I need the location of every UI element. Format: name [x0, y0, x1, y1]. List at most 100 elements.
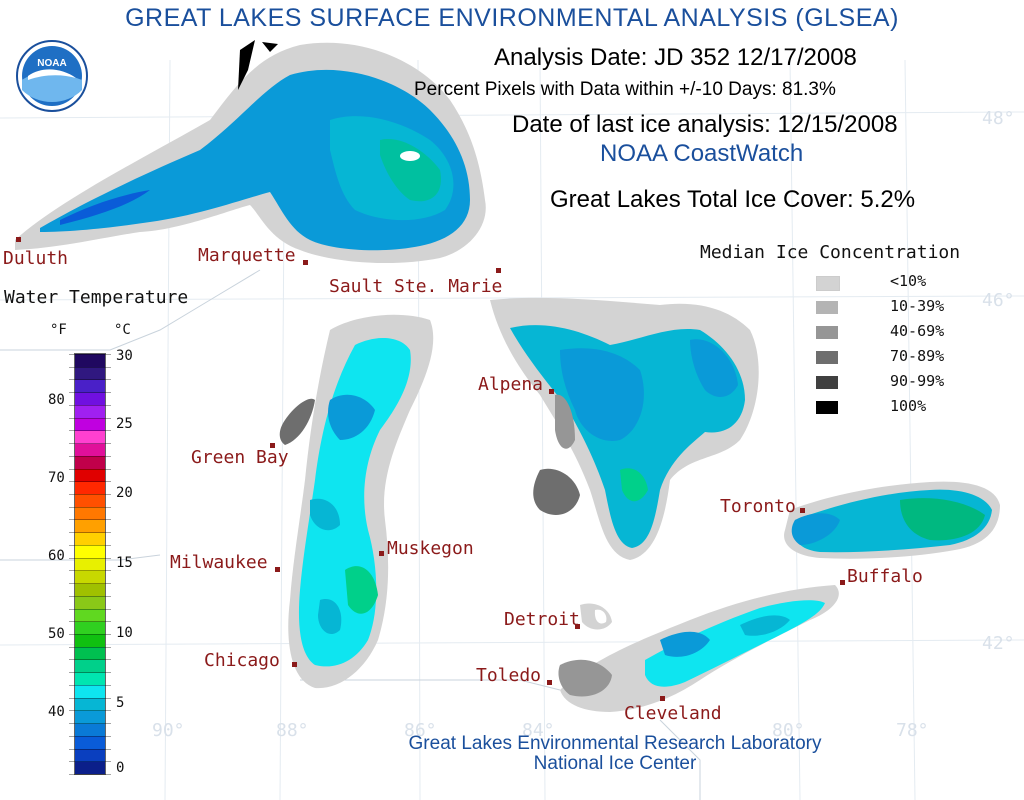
temp-tick [69, 723, 111, 725]
page-title: GREAT LAKES SURFACE ENVIRONMENTAL ANALYS… [125, 4, 899, 32]
ice-label: <10% [890, 272, 927, 290]
temp-color-segment [75, 443, 105, 457]
lat-label: 46° [982, 290, 1015, 311]
temp-color-segment [75, 570, 105, 584]
temp-tick [69, 404, 111, 406]
f-tick-label: 70 [48, 470, 65, 486]
temp-tick [69, 481, 111, 483]
noaa-logo-icon: NOAA [16, 40, 88, 112]
temp-color-segment [75, 595, 105, 610]
temp-color-segment [75, 761, 105, 775]
city-label-sault-ste-marie: Sault Ste. Marie [329, 276, 503, 297]
lon-label: 80° [772, 720, 805, 741]
temp-tick [69, 634, 111, 635]
temperature-color-bar [69, 353, 111, 775]
temp-tick [69, 608, 111, 610]
ice-label: 100% [890, 397, 927, 415]
temp-color-segment [75, 494, 105, 508]
temp-color-segment [75, 379, 105, 393]
temp-tick [69, 494, 111, 495]
unit-fahrenheit: °F [50, 322, 67, 338]
temp-color-segment [75, 481, 105, 495]
total-ice-cover: Great Lakes Total Ice Cover: 5.2% [550, 186, 916, 213]
temp-tick [69, 532, 111, 534]
temp-tick [69, 506, 111, 508]
temp-tick [69, 570, 111, 572]
temp-color-segment [75, 468, 105, 482]
last-ice-date: Date of last ice analysis: 12/15/2008 [512, 111, 898, 138]
temp-tick [69, 519, 111, 521]
temp-color-segment [75, 417, 105, 431]
ice-label: 70-89% [890, 347, 945, 365]
city-markers [16, 237, 845, 701]
temp-color-segment [75, 672, 105, 686]
lake-superior [15, 40, 486, 264]
footer-lab: Great Lakes Environmental Research Labor… [408, 733, 822, 754]
lon-label: 78° [896, 720, 929, 741]
city-label-alpena: Alpena [478, 374, 544, 395]
c-tick-label: 0 [116, 760, 125, 776]
temp-tick [69, 748, 111, 750]
temp-color-segment [75, 646, 105, 660]
ice-label: 90-99% [890, 372, 945, 390]
temp-tick [69, 443, 111, 445]
temp-tick [69, 735, 111, 737]
political-boundaries [0, 269, 701, 800]
lake-ontario [784, 481, 1000, 559]
water-temp-title: Water Temperature [4, 287, 189, 308]
temp-color-segment [75, 684, 105, 699]
city-label-toronto: Toronto [720, 496, 796, 517]
city-label-buffalo: Buffalo [847, 566, 923, 587]
c-tick-label: 10 [116, 625, 133, 641]
ice-swatch-under-10 [816, 276, 840, 291]
temp-tick [69, 468, 111, 470]
temp-tick [69, 417, 111, 419]
temp-color-segment [75, 455, 105, 470]
ice-swatch-10-39 [816, 301, 838, 314]
source-label: NOAA CoastWatch [600, 140, 804, 167]
temp-tick [69, 697, 111, 699]
f-tick-label: 60 [48, 548, 65, 564]
temp-color-segment [75, 710, 105, 724]
city-label-chicago: Chicago [204, 650, 280, 671]
temp-color-segment [75, 621, 105, 635]
analysis-date: Analysis Date: JD 352 12/17/2008 [494, 44, 857, 71]
temp-tick [69, 583, 111, 585]
lake-huron [490, 297, 759, 560]
logo-text: NOAA [37, 58, 66, 69]
f-tick-label: 80 [48, 392, 65, 408]
f-tick-label: 50 [48, 626, 65, 642]
temp-tick [69, 354, 111, 355]
lat-label: 42° [982, 633, 1015, 654]
ice-swatch-90-99 [816, 376, 838, 389]
temp-tick [69, 366, 111, 368]
city-label-marquette: Marquette [198, 245, 296, 266]
c-tick-label: 5 [116, 695, 125, 711]
f-tick-label: 40 [48, 704, 65, 720]
temp-color-segment [75, 366, 105, 380]
ice-swatch-100 [816, 401, 838, 414]
temp-tick [69, 595, 111, 597]
lake-erie [558, 585, 839, 712]
temp-color-segment [75, 697, 105, 711]
ice-label: 40-69% [890, 322, 945, 340]
ice-swatch-70-89 [816, 351, 838, 364]
temp-color-segment [75, 532, 105, 546]
temp-tick [69, 544, 111, 546]
footer-ice-center: National Ice Center [533, 753, 697, 774]
ice-label: 10-39% [890, 297, 945, 315]
temp-tick [69, 672, 111, 674]
temp-color-segment [75, 557, 105, 571]
city-label-duluth: Duluth [3, 248, 69, 269]
temp-color-segment [75, 748, 105, 762]
temp-tick [69, 684, 111, 686]
unit-celsius: °C [114, 322, 131, 338]
temp-tick [69, 646, 111, 648]
lake-st-clair [580, 603, 612, 630]
city-label-detroit: Detroit [504, 609, 580, 630]
temp-color-segment [75, 735, 105, 750]
c-tick-label: 20 [116, 485, 133, 501]
temp-color-segment [75, 354, 105, 368]
lon-label: 84° [522, 720, 555, 741]
